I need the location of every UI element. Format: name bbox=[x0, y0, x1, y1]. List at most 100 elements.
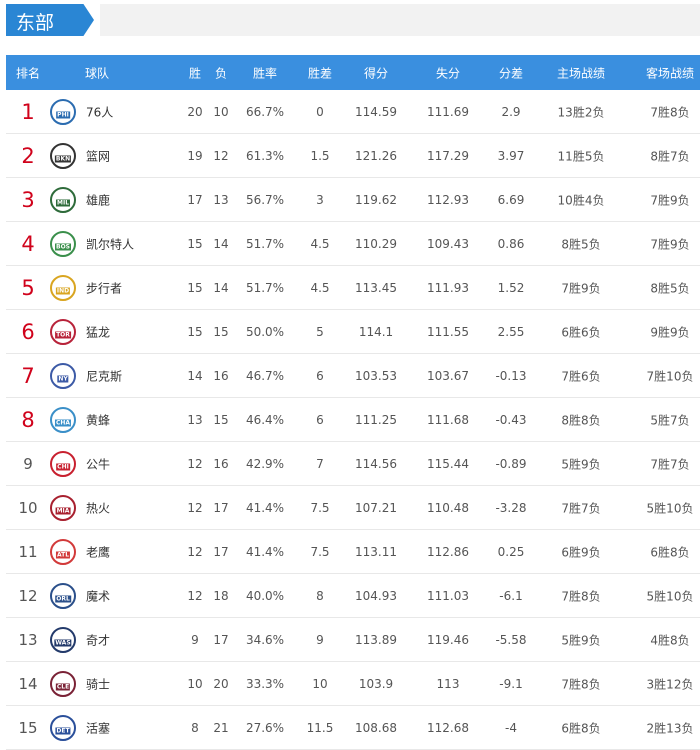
logo-abbr: MIL bbox=[55, 199, 71, 207]
stat: 56.7% bbox=[245, 193, 285, 207]
team-name: 尼克斯 bbox=[86, 369, 123, 384]
stat: 8胜7负 bbox=[650, 149, 690, 164]
stat: 8胜5负 bbox=[561, 237, 601, 252]
column-header: 主场战绩 bbox=[556, 66, 606, 81]
stat: 61.3% bbox=[245, 149, 285, 163]
stat: 113.11 bbox=[355, 545, 397, 559]
row-divider bbox=[6, 529, 700, 530]
stat: 114.1 bbox=[358, 325, 394, 339]
stat: 2.9 bbox=[501, 105, 521, 119]
stat: 15 bbox=[187, 325, 203, 339]
logo-abbr: IND bbox=[55, 287, 71, 295]
stat: 11.5 bbox=[306, 721, 334, 735]
stat: 8胜5负 bbox=[650, 281, 690, 296]
stat: 5胜10负 bbox=[646, 501, 694, 516]
team-name: 76人 bbox=[86, 105, 114, 120]
team-name: 步行者 bbox=[86, 281, 123, 296]
stat: 42.9% bbox=[245, 457, 285, 471]
stat: 8胜8负 bbox=[561, 413, 601, 428]
rank: 6 bbox=[21, 320, 35, 344]
team-logo: BKN bbox=[50, 143, 76, 169]
rank: 15 bbox=[18, 719, 38, 737]
logo-abbr: ATL bbox=[55, 551, 71, 559]
stat: 0.25 bbox=[497, 545, 525, 559]
row-divider bbox=[6, 441, 700, 442]
stat: 10 bbox=[312, 677, 328, 691]
stat: 7胜8负 bbox=[561, 677, 601, 692]
stat: 7胜8负 bbox=[650, 105, 690, 120]
stat: 33.3% bbox=[245, 677, 285, 691]
team-name: 雄鹿 bbox=[86, 193, 111, 208]
rank: 4 bbox=[21, 232, 35, 256]
stat: 10 bbox=[187, 677, 203, 691]
table-header bbox=[6, 55, 700, 90]
stat: 4.5 bbox=[310, 237, 330, 251]
team-logo: BOS bbox=[50, 231, 76, 257]
tab bbox=[6, 4, 94, 36]
stat: 109.43 bbox=[427, 237, 469, 251]
stat: 13胜2负 bbox=[557, 105, 605, 120]
logo-abbr: DET bbox=[55, 727, 71, 735]
column-header: 得分 bbox=[363, 66, 389, 81]
row-divider bbox=[6, 661, 700, 662]
stat: 41.4% bbox=[245, 501, 285, 515]
logo-abbr: PHI bbox=[56, 111, 70, 119]
stat: 15 bbox=[187, 281, 203, 295]
stat: -6.1 bbox=[499, 589, 523, 603]
team-name: 老鹰 bbox=[86, 545, 111, 560]
stat: 12 bbox=[187, 545, 203, 559]
rank: 5 bbox=[21, 276, 35, 300]
logo-abbr: CLE bbox=[55, 683, 71, 691]
team-name: 凯尔特人 bbox=[86, 237, 135, 252]
stat: 3 bbox=[316, 193, 324, 207]
team-logo: MIL bbox=[50, 187, 76, 213]
stat: 5 bbox=[316, 325, 324, 339]
rank: 12 bbox=[18, 587, 38, 605]
stat: 114.59 bbox=[355, 105, 397, 119]
stat: 17 bbox=[213, 501, 229, 515]
stat: 15 bbox=[213, 325, 229, 339]
team-name: 黄蜂 bbox=[86, 413, 111, 428]
team-logo: DET bbox=[50, 715, 76, 741]
column-header: 分差 bbox=[498, 66, 524, 81]
stat: 14 bbox=[213, 237, 229, 251]
stat: 9 bbox=[191, 633, 199, 647]
stat: 7胜9负 bbox=[650, 193, 690, 208]
stat: 3.97 bbox=[497, 149, 525, 163]
stat: 6胜8负 bbox=[561, 721, 601, 736]
stat: 19 bbox=[187, 149, 203, 163]
stat: 27.6% bbox=[245, 721, 285, 735]
rank: 2 bbox=[21, 144, 35, 168]
stat: 112.93 bbox=[427, 193, 469, 207]
logo-abbr: BOS bbox=[55, 243, 71, 251]
stat: 110.48 bbox=[427, 501, 469, 515]
rank: 7 bbox=[21, 364, 35, 388]
row-divider bbox=[6, 265, 700, 266]
stat: 18 bbox=[213, 589, 229, 603]
team-logo: MIA bbox=[50, 495, 76, 521]
stat: 66.7% bbox=[245, 105, 285, 119]
column-header: 胜率 bbox=[252, 66, 278, 81]
row-divider bbox=[6, 573, 700, 574]
team-name: 猛龙 bbox=[86, 325, 111, 340]
stat: 7 bbox=[316, 457, 324, 471]
stat: 7.5 bbox=[310, 545, 330, 559]
stat: 5胜10负 bbox=[646, 589, 694, 604]
logo-abbr: CHI bbox=[56, 463, 70, 471]
team-logo: WAS bbox=[50, 627, 76, 653]
rank: 13 bbox=[18, 631, 38, 649]
stat: 4.5 bbox=[310, 281, 330, 295]
rank: 10 bbox=[18, 499, 38, 517]
stat: 107.21 bbox=[355, 501, 397, 515]
rank: 3 bbox=[21, 188, 35, 212]
stat: 12 bbox=[213, 149, 229, 163]
stat: 3胜12负 bbox=[646, 677, 694, 692]
stat: 7胜7负 bbox=[650, 457, 690, 472]
stat: -5.58 bbox=[495, 633, 527, 647]
stat: 110.29 bbox=[355, 237, 397, 251]
row-divider bbox=[6, 133, 700, 134]
stat: -4 bbox=[505, 721, 517, 735]
stat: 17 bbox=[213, 545, 229, 559]
stat: 7胜9负 bbox=[650, 237, 690, 252]
stat: 119.62 bbox=[355, 193, 397, 207]
